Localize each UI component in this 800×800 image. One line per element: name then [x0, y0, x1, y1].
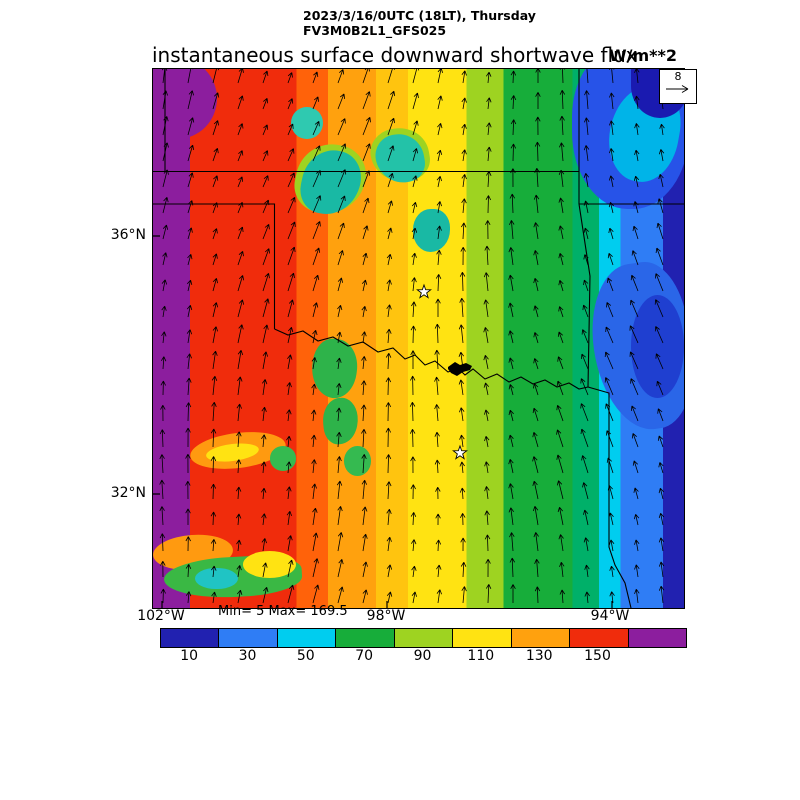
colorbar-segment [628, 629, 686, 647]
colorbar-segment [453, 629, 512, 647]
lon-label-94w: 94°W [590, 608, 630, 624]
lon-label-98w: 98°W [366, 608, 406, 624]
wind-vector-field [159, 69, 665, 604]
city-star-markers [416, 283, 468, 460]
colorbar-tick-label: 10 [180, 648, 199, 664]
lon-label-102w: 102°W [137, 608, 185, 624]
colorbar-tick-label: 30 [238, 648, 257, 664]
border-red-river [274, 328, 589, 390]
star-marker-south [452, 444, 468, 460]
reference-vector-arrow-icon [666, 85, 689, 93]
border-ok-ar [578, 203, 591, 388]
map-plot-area: 8 [152, 68, 697, 609]
lake-texoma [448, 362, 472, 376]
colorbar-segment [511, 629, 571, 647]
border-ok-panhandle [153, 203, 276, 329]
colorbar-tick-label: 90 [413, 648, 432, 664]
star-marker-north [416, 283, 432, 299]
units-label: W/m**2 [609, 46, 678, 65]
minmax-readout: Min= 5 Max= 169.5 [218, 604, 348, 619]
border-tx-ar-la [587, 386, 632, 608]
lat-label-36n: 36°N [110, 227, 146, 243]
model-run-text: FV3M0B2L1_GFS025 [303, 23, 447, 38]
colorbar-tick-label: 70 [355, 648, 374, 664]
colorbar-tick-label: 150 [584, 648, 611, 664]
colorbar-tick-label: 130 [525, 648, 553, 664]
flux-patch [243, 551, 297, 579]
colorbar-segment [219, 629, 278, 647]
colorbar [160, 628, 687, 648]
colorbar-segment [161, 629, 220, 647]
flux-patch [413, 209, 451, 253]
colorbar-tick-label: 50 [296, 648, 315, 664]
reference-vector-value: 8 [674, 70, 682, 83]
colorbar-tick-labels: 10 30 50 70 90 110 130 150 [160, 648, 685, 666]
colorbar-segment [336, 629, 395, 647]
flux-patch [630, 295, 684, 398]
flux-patch [291, 106, 323, 140]
reference-vector-box: 8 [659, 69, 697, 104]
lat-ticks [153, 235, 160, 495]
colorbar-segment [277, 629, 337, 647]
lat-label-32n: 32°N [110, 485, 146, 501]
plot-header: 2023/3/16/0UTC (18LT), Thursday FV3M0B2L… [303, 8, 536, 38]
map-overlay-svg [153, 69, 684, 608]
valid-time-text: 2023/3/16/0UTC (18LT), Thursday [303, 8, 536, 23]
flux-patch [195, 567, 238, 590]
colorbar-segment [394, 629, 454, 647]
map-fill-layer [153, 69, 684, 608]
lon-ticks [161, 601, 613, 608]
flux-patch [344, 446, 371, 476]
state-borders [153, 69, 684, 608]
flux-patch [269, 446, 297, 471]
axis-ticks [153, 235, 613, 608]
colorbar-segment [570, 629, 629, 647]
page-title: instantaneous surface downward shortwave… [152, 43, 638, 67]
colorbar-tick-label: 110 [467, 648, 495, 664]
